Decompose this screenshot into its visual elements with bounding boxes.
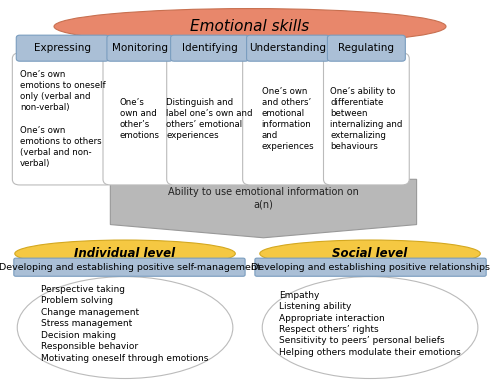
Text: Regulating: Regulating: [338, 43, 394, 53]
Text: One’s ability to
differentiate
between
internalizing and
externalizing
behaviour: One’s ability to differentiate between i…: [330, 87, 402, 151]
Ellipse shape: [260, 240, 480, 267]
Ellipse shape: [262, 277, 478, 378]
Ellipse shape: [54, 8, 446, 44]
Text: Identifying: Identifying: [182, 43, 238, 53]
FancyBboxPatch shape: [103, 53, 176, 185]
Text: One’s own
and others’
emotional
information
and
experiences: One’s own and others’ emotional informat…: [262, 87, 314, 151]
FancyBboxPatch shape: [242, 53, 334, 185]
FancyBboxPatch shape: [107, 35, 172, 61]
FancyBboxPatch shape: [14, 258, 245, 276]
Text: Distinguish and
label one’s own and
others’ emotional
experiences: Distinguish and label one’s own and othe…: [166, 98, 253, 140]
FancyBboxPatch shape: [246, 35, 330, 61]
FancyBboxPatch shape: [255, 258, 486, 276]
Text: Developing and establishing positive relationships: Developing and establishing positive rel…: [251, 263, 490, 272]
Text: One’s own
emotions to oneself
only (verbal and
non-verbal)

One’s own
emotions t: One’s own emotions to oneself only (verb…: [20, 70, 105, 168]
Text: One’s
own and
other’s
emotions: One’s own and other’s emotions: [120, 98, 160, 140]
FancyBboxPatch shape: [328, 35, 406, 61]
Text: Individual level: Individual level: [74, 247, 176, 260]
FancyBboxPatch shape: [12, 53, 113, 185]
Text: Monitoring: Monitoring: [112, 43, 168, 53]
Text: Expressing: Expressing: [34, 43, 91, 53]
Text: Perspective taking
Problem solving
Change management
Stress management
Decision : Perspective taking Problem solving Chang…: [42, 285, 208, 363]
Text: Developing and establishing positive self-management: Developing and establishing positive sel…: [0, 263, 260, 272]
Polygon shape: [110, 179, 416, 238]
FancyBboxPatch shape: [16, 35, 109, 61]
FancyBboxPatch shape: [166, 53, 252, 185]
Text: Social level: Social level: [332, 247, 407, 260]
Text: Understanding: Understanding: [250, 43, 326, 53]
Text: Ability to use emotional information on
a(n): Ability to use emotional information on …: [168, 187, 359, 209]
Text: Empathy
Listening ability
Appropriate interaction
Respect others’ rights
Sensiti: Empathy Listening ability Appropriate in…: [279, 291, 461, 357]
Ellipse shape: [17, 277, 233, 378]
FancyBboxPatch shape: [324, 53, 409, 185]
FancyBboxPatch shape: [170, 35, 248, 61]
Text: Emotional skills: Emotional skills: [190, 19, 310, 34]
Ellipse shape: [15, 240, 235, 267]
